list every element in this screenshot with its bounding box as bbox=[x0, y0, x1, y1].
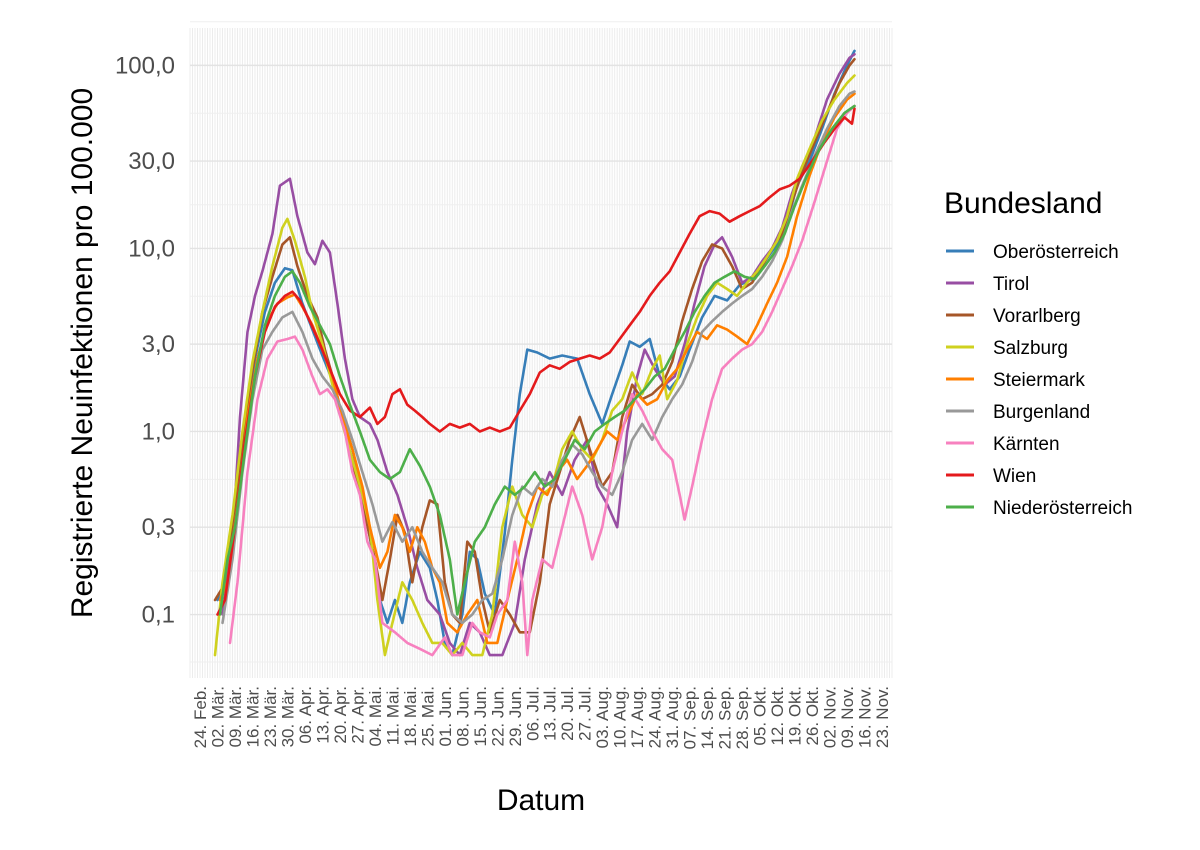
x-tick-label: 06. Apr. bbox=[296, 686, 315, 744]
legend-label: Oberösterreich bbox=[993, 242, 1119, 263]
x-tick-label: 11. Mai. bbox=[383, 686, 402, 745]
x-tick-label: 29. Jun. bbox=[506, 686, 525, 747]
legend-label: Kärnten bbox=[993, 434, 1060, 455]
y-axis-tick-labels: 0,1 0,3 1,0 3,0 10,0 30,0 100,0 bbox=[115, 52, 175, 628]
x-tick-label: 01. Jun. bbox=[436, 686, 455, 747]
x-tick-label: 17. Aug. bbox=[628, 686, 647, 748]
x-tick-label: 23. Nov. bbox=[873, 686, 892, 748]
x-tick-label: 31. Aug. bbox=[663, 686, 682, 748]
x-tick-label: 30. Mär. bbox=[278, 686, 297, 747]
x-tick-label: 18. Mai. bbox=[401, 686, 420, 746]
y-tick-label: 10,0 bbox=[128, 235, 175, 262]
legend-title: Bundesland bbox=[944, 187, 1102, 220]
x-tick-label: 09. Nov. bbox=[838, 686, 857, 748]
x-tick-label: 16. Mär. bbox=[244, 686, 263, 747]
x-tick-label: 02. Mär. bbox=[209, 686, 228, 747]
x-tick-label: 02. Nov. bbox=[821, 686, 840, 748]
x-tick-label: 04. Mai. bbox=[366, 686, 385, 746]
x-tick-label: 26. Okt. bbox=[803, 686, 822, 746]
legend-label: Niederösterreich bbox=[993, 498, 1132, 519]
x-tick-label: 14. Sep. bbox=[698, 686, 717, 749]
y-tick-label: 3,0 bbox=[142, 331, 175, 358]
x-tick-label: 10. Aug. bbox=[611, 686, 630, 748]
series-line-oberösterreich bbox=[216, 49, 856, 657]
x-tick-label: 03. Aug. bbox=[593, 686, 612, 748]
x-tick-label: 08. Jun. bbox=[453, 686, 472, 747]
x-tick-label: 06. Jul. bbox=[523, 686, 542, 741]
series-line-vorarlberg bbox=[213, 57, 856, 634]
x-tick-label: 19. Okt. bbox=[786, 686, 805, 746]
x-tick-label: 22. Jun. bbox=[488, 686, 507, 747]
y-axis-title: Registrierte Neuinfektionen pro 100.000 bbox=[66, 88, 99, 618]
series-line-niederösterreich bbox=[218, 104, 856, 616]
y-tick-label: 1,0 bbox=[142, 418, 175, 445]
x-axis-tick-labels: 24. Feb.02. Mär.09. Mär.16. Mär.23. Mär.… bbox=[191, 686, 892, 749]
x-tick-label: 27. Jul. bbox=[576, 686, 595, 741]
series-line-kärnten bbox=[228, 104, 856, 657]
series-line-wien bbox=[216, 107, 856, 616]
legend-label: Steiermark bbox=[993, 370, 1085, 391]
y-tick-label: 0,1 bbox=[142, 602, 175, 629]
y-tick-label: 30,0 bbox=[128, 148, 175, 175]
series-line-burgenland bbox=[221, 90, 856, 625]
x-tick-label: 15. Jun. bbox=[471, 686, 490, 747]
legend-label: Wien bbox=[993, 466, 1036, 487]
legend: Bundesland Oberösterreich Tirol Vorarlberg… bbox=[944, 187, 1132, 519]
x-tick-label: 13. Jul. bbox=[541, 686, 560, 741]
x-tick-label: 05. Okt. bbox=[751, 686, 770, 746]
legend-label: Vorarlberg bbox=[993, 306, 1081, 327]
x-tick-label: 16. Nov. bbox=[856, 686, 875, 748]
legend-label: Tirol bbox=[993, 274, 1029, 295]
x-tick-label: 07. Sep. bbox=[681, 686, 700, 749]
x-tick-label: 24. Feb. bbox=[191, 686, 210, 748]
x-tick-label: 21. Sep. bbox=[716, 686, 735, 749]
x-tick-label: 09. Mär. bbox=[226, 686, 245, 747]
x-tick-label: 28. Sep. bbox=[733, 686, 752, 749]
legend-items: Oberösterreich Tirol Vorarlberg Salzburg Ste… bbox=[946, 242, 1132, 519]
legend-label: Burgenland bbox=[993, 402, 1090, 423]
x-tick-label: 27. Apr. bbox=[348, 686, 367, 744]
x-tick-label: 20. Jul. bbox=[558, 686, 577, 741]
y-tick-label: 0,3 bbox=[142, 514, 175, 541]
x-tick-label: 23. Mär. bbox=[261, 686, 280, 747]
x-tick-label: 20. Apr. bbox=[331, 686, 350, 744]
series-line-tirol bbox=[221, 53, 856, 657]
legend-label: Salzburg bbox=[993, 338, 1068, 359]
x-tick-label: 24. Aug. bbox=[646, 686, 665, 748]
x-tick-label: 12. Okt. bbox=[768, 686, 787, 746]
x-tick-label: 25. Mai. bbox=[418, 686, 437, 746]
x-tick-label: 13. Apr. bbox=[313, 686, 332, 744]
series-lines bbox=[213, 49, 856, 657]
y-tick-label: 100,0 bbox=[115, 52, 175, 79]
x-axis-title: Datum bbox=[497, 784, 585, 817]
